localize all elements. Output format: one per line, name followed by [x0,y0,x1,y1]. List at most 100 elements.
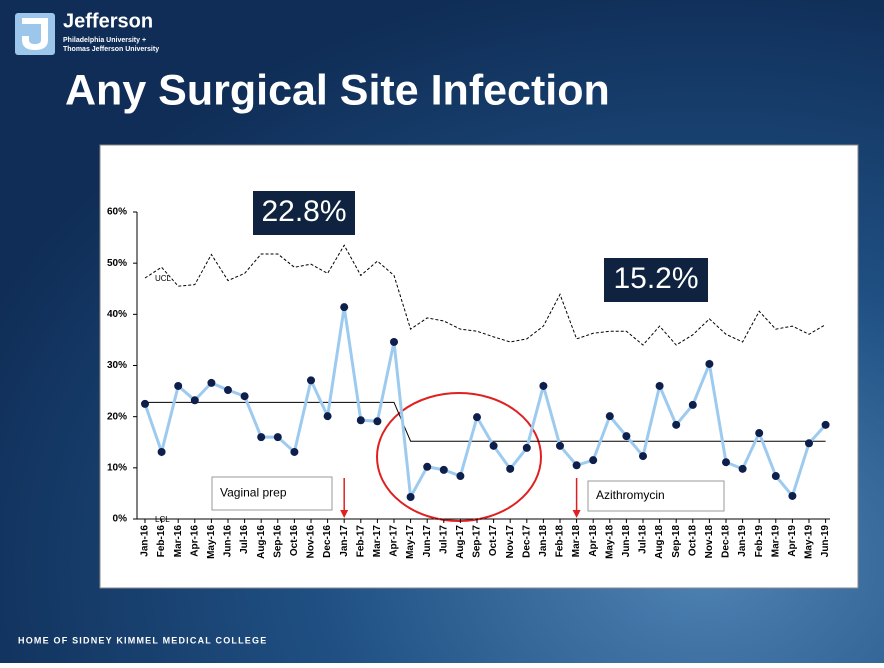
data-point [390,337,398,346]
x-tick-label: Feb-18 [555,525,566,558]
x-tick-label: Jul-16 [239,525,250,554]
x-tick-label: Apr-18 [588,525,599,557]
data-point [688,400,697,409]
x-tick-label: Jan-16 [140,525,151,557]
x-tick-label: Dec-17 [521,525,532,558]
series-label: LCL [155,515,170,524]
data-point [423,462,432,471]
y-tick-label: 20% [107,411,127,422]
data-point [655,381,664,390]
y-tick-label: 40% [107,309,127,320]
data-point [257,433,266,442]
x-tick-label: Apr-16 [189,525,200,557]
data-point [373,417,382,426]
x-tick-label: Dec-18 [721,525,732,558]
data-point [224,386,232,395]
y-tick-label: 30% [107,360,127,371]
data-point [572,461,581,470]
x-tick-label: Jun-19 [820,525,831,558]
data-point [506,464,515,473]
x-tick-label: Mar-19 [770,525,781,558]
data-point [522,443,531,452]
data-point [157,447,166,456]
data-point [539,381,548,390]
data-point [141,399,149,408]
x-tick-label: Aug-16 [256,525,267,559]
x-tick-label: Jul-18 [638,525,649,554]
x-tick-label: Nov-18 [704,525,715,559]
data-point [489,441,498,450]
slide-title: Any Surgical Site Infection [65,66,610,114]
x-tick-label: Apr-19 [787,525,798,557]
x-tick-label: Oct-18 [687,525,698,557]
x-tick-label: Nov-16 [306,525,317,559]
data-point [672,420,681,429]
data-point [273,433,282,442]
data-point [556,441,564,450]
annotation-box [604,258,708,302]
data-point [805,439,813,448]
brand-line: Thomas Jefferson University [63,46,159,53]
y-tick-label: 10% [107,462,127,473]
data-point [174,381,183,390]
data-point [589,456,598,465]
x-tick-label: Apr-17 [389,525,400,557]
data-point [755,429,764,438]
highlight-circle [376,392,542,522]
x-tick-label: Dec-16 [322,525,333,558]
data-point [340,303,349,312]
chart-panel [99,144,859,589]
logo-j [22,18,48,50]
x-tick-label: Aug-18 [654,525,665,559]
data-point [605,412,614,421]
series-label: UCL [155,274,172,283]
y-tick-label: 0% [113,514,128,525]
x-tick-label: Jun-18 [621,525,632,558]
series-line [144,244,826,346]
x-tick-label: Jan-18 [538,525,549,557]
data-point [788,491,797,500]
x-tick-label: May-17 [405,525,416,559]
brand-line: Philadelphia University + [63,37,146,44]
annotation: Azithromycin [596,488,665,502]
y-tick-label: 50% [107,258,127,269]
x-tick-label: Aug-17 [455,525,466,559]
data-point [207,378,216,387]
x-tick-label: Jan-19 [737,525,748,557]
x-tick-label: Jan-17 [339,525,350,557]
annotation-box [253,191,355,235]
annotation: 15.2% [613,262,698,295]
brand: Jefferson [63,10,153,32]
x-tick-label: Feb-16 [156,525,167,558]
data-point [821,420,830,429]
x-tick-label: May-16 [206,525,217,559]
x-tick-label: Jul-17 [438,525,449,554]
x-tick-label: Feb-19 [754,525,765,558]
x-tick-label: Oct-17 [488,525,499,557]
data-point [705,359,714,368]
data-point [406,492,415,501]
data-point [190,396,199,405]
series-line [143,306,827,502]
x-tick-label: May-19 [804,525,815,559]
x-tick-label: Oct-16 [289,525,300,557]
logo [15,13,55,55]
series-line [145,401,826,442]
x-tick-label: Feb-17 [355,525,366,558]
data-point [356,416,365,425]
x-tick-label: Sep-17 [472,525,483,558]
data-point [771,472,780,481]
x-tick-label: Mar-17 [372,525,383,558]
y-tick-label: 60% [107,207,127,218]
annotation: Vaginal prep [220,486,287,500]
data-point [456,472,465,481]
arrow-head [572,510,581,518]
annotation-box [587,480,725,512]
arrow-head [340,510,349,518]
x-tick-label: Sep-16 [272,525,283,558]
data-point [323,412,332,421]
data-point [307,376,315,385]
data-point [240,392,249,401]
